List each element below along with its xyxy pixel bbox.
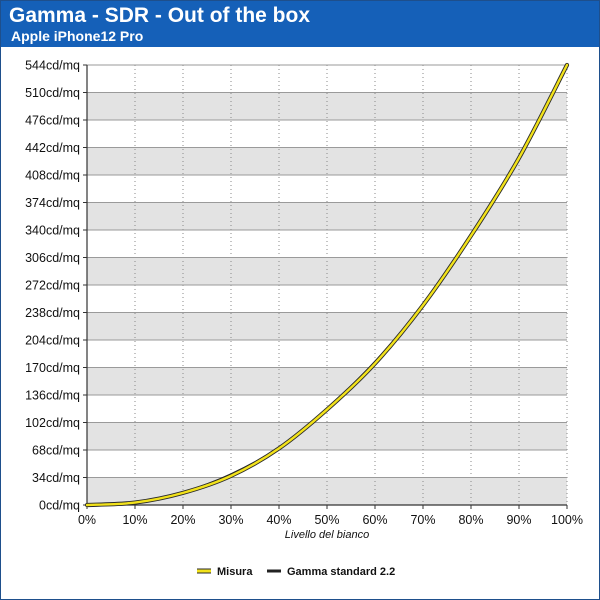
y-tick-label: 340cd/mq <box>25 224 80 238</box>
legend-item-gamma-standard: Gamma standard 2.2 <box>267 566 395 578</box>
legend: Misura Gamma standard 2.2 <box>197 566 395 578</box>
y-tick-label: 136cd/mq <box>25 389 80 403</box>
x-tick-label: 70% <box>410 513 435 527</box>
legend-item-misura: Misura <box>197 566 253 578</box>
x-tick-label: 80% <box>458 513 483 527</box>
y-tick-label: 306cd/mq <box>25 251 80 265</box>
x-tick-label: 90% <box>506 513 531 527</box>
y-tick-label: 272cd/mq <box>25 279 80 293</box>
plot-band <box>87 450 567 478</box>
y-tick-label: 68cd/mq <box>32 444 80 458</box>
y-tick-label: 374cd/mq <box>25 196 80 210</box>
y-tick-labels: 0cd/mq 34cd/mq 68cd/mq 102cd/mq 136cd/mq 170c… <box>25 59 80 513</box>
series-line-misura <box>85 63 569 507</box>
horizontal-gridlines <box>87 64 567 506</box>
y-tick-label: 544cd/mq <box>25 59 80 73</box>
x-tick-label: 20% <box>170 513 195 527</box>
x-axis-label: Livello del bianco <box>285 529 369 541</box>
chart-header: Gamma - SDR - Out of the box Apple iPhon… <box>1 1 599 47</box>
y-tick-label: 204cd/mq <box>25 334 80 348</box>
y-tick-label: 238cd/mq <box>25 306 80 320</box>
x-tick-label: 30% <box>218 513 243 527</box>
y-tick-label: 408cd/mq <box>25 169 80 183</box>
x-tick-label: 50% <box>314 513 339 527</box>
legend-label: Gamma standard 2.2 <box>287 566 395 578</box>
x-tick-label: 0% <box>78 513 96 527</box>
y-tick-label: 442cd/mq <box>25 141 80 155</box>
x-tick-label: 100% <box>551 513 583 527</box>
plot-band <box>87 312 567 340</box>
plot-axes <box>83 64 568 509</box>
chart-title: Gamma - SDR - Out of the box <box>9 4 311 27</box>
chart-subtitle: Apple iPhone12 Pro <box>11 28 144 44</box>
plot-band <box>87 92 567 120</box>
plot-band <box>87 230 567 258</box>
plot-bands <box>87 65 567 505</box>
y-tick-label: 510cd/mq <box>25 86 80 100</box>
y-tick-label: 476cd/mq <box>25 114 80 128</box>
plot-band <box>87 477 567 505</box>
y-tick-label: 102cd/mq <box>25 416 80 430</box>
legend-label: Misura <box>217 566 253 578</box>
y-tick-label: 170cd/mq <box>25 361 80 375</box>
x-tick-label: 10% <box>122 513 147 527</box>
y-tick-label: 34cd/mq <box>32 471 80 485</box>
gamma-line-chart: 0cd/mq 34cd/mq 68cd/mq 102cd/mq 136cd/mq 170c… <box>25 59 583 579</box>
series-lines <box>84 62 570 508</box>
x-tick-label: 60% <box>362 513 387 527</box>
x-tick-labels: 0% 10% 20% 30% 40% 50% 60% 70% 80% 90% 100% <box>78 513 583 527</box>
plot-band <box>87 257 567 285</box>
y-tick-label: 0cd/mq <box>39 499 80 513</box>
x-tick-label: 40% <box>266 513 291 527</box>
